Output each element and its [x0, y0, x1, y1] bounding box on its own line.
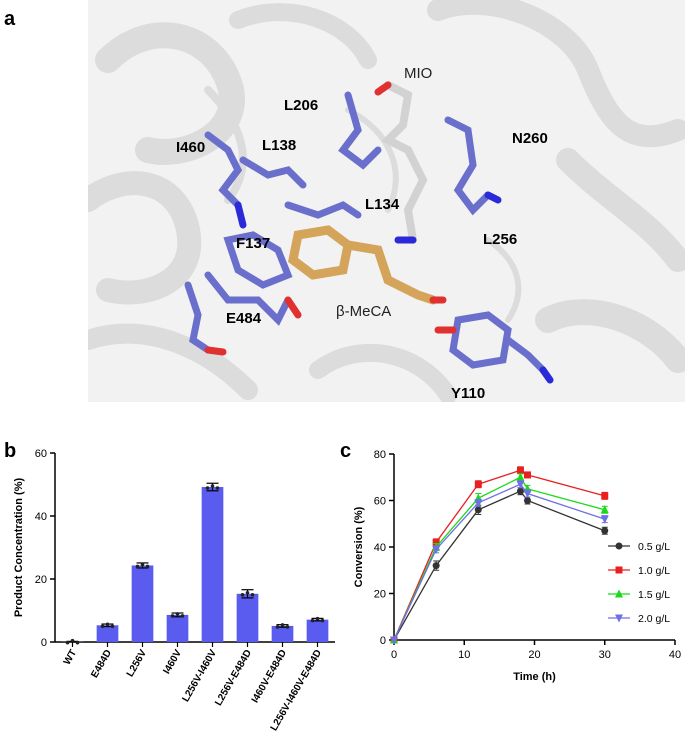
line-chart-panel: 0 20 40 60 80 0 10 20 30 40 0.5 g/L 1.0 g/L 1.5 g/L 2…	[340, 440, 685, 738]
bar-replicate-point	[311, 619, 315, 623]
line-chart-ytick-label: 20	[374, 589, 386, 601]
bar-chart-ylabel: Product Concentration (%)	[13, 478, 25, 618]
bar-chart-ytick-label: 60	[35, 448, 47, 460]
bar	[272, 626, 294, 642]
series-point	[601, 527, 608, 534]
bar-replicate-point	[66, 641, 70, 645]
bar-chart-xtick-label: WT	[62, 648, 79, 667]
series-point	[433, 562, 440, 569]
label-f137: F137	[236, 235, 270, 252]
structure-svg: MIO L206 N260 I460 L138 L134 L256 F137 E…	[88, 0, 685, 402]
bar	[97, 625, 119, 642]
legend-marker	[616, 543, 623, 550]
label-n260: N260	[512, 130, 548, 147]
bar-replicate-point	[206, 486, 210, 490]
bar	[237, 594, 259, 642]
line-chart-xtick-label: 30	[599, 649, 611, 661]
bar-chart-xtick-label: I460V	[162, 648, 185, 676]
legend-marker	[616, 567, 623, 574]
bar	[202, 487, 224, 642]
label-l134: L134	[365, 196, 400, 213]
series-line	[394, 484, 605, 640]
label-mio: MIO	[404, 65, 432, 82]
line-chart-ytick-label: 40	[374, 542, 386, 554]
bar-chart-plot: 0 20 40 60 WT E484D L256V I460VL256V-I460VL256V…	[35, 448, 335, 733]
bar	[132, 565, 154, 642]
legend-label: 2.0 g/L	[638, 613, 670, 625]
bar-replicate-point	[176, 612, 180, 616]
bar-chart-ytick-label: 20	[35, 574, 47, 586]
bar-replicate-point	[316, 617, 320, 621]
bar-chart-xtick-label: L256V-I460V	[180, 648, 219, 704]
bar-replicate-point	[321, 619, 325, 623]
legend-label: 1.0 g/L	[638, 565, 670, 577]
series-point	[524, 497, 531, 504]
bar-replicate-point	[241, 593, 245, 597]
bar-replicate-point	[171, 614, 175, 618]
bar-replicate-point	[251, 593, 255, 597]
bar-replicate-point	[136, 565, 140, 569]
legend-label: 0.5 g/L	[638, 541, 670, 553]
bar-replicate-point	[146, 565, 150, 569]
label-l206: L206	[284, 97, 318, 114]
protein-structure-figure: MIO L206 N260 I460 L138 L134 L256 F137 E…	[88, 0, 685, 402]
bar-chart-xtick-label: I460V-E484D	[250, 648, 289, 705]
series-point	[601, 492, 608, 499]
bar-chart-xtick-label: E484D	[89, 648, 114, 680]
bar-replicate-point	[181, 614, 185, 618]
bar-replicate-point	[141, 563, 145, 567]
bar-replicate-point	[286, 625, 290, 629]
label-l256: L256	[483, 231, 517, 248]
line-chart-xtick-label: 40	[669, 649, 681, 661]
bar	[167, 615, 189, 642]
label-ligand: β-MeCA	[336, 303, 391, 320]
bar-replicate-point	[216, 486, 220, 490]
line-chart-xtick-label: 0	[391, 649, 397, 661]
bar-chart: 0 20 40 60 WT E484D L256V I460VL256V-I460VL256V…	[0, 440, 345, 738]
label-e484: E484	[226, 310, 262, 327]
bar-chart-xtick-label: L256V-E484D	[213, 648, 254, 708]
series-line	[394, 477, 605, 640]
series-line	[394, 470, 605, 640]
line-chart-xlabel: Time (h)	[513, 671, 556, 683]
line-chart-xtick-label: 20	[528, 649, 540, 661]
series-point	[517, 467, 524, 474]
series-point	[475, 506, 482, 513]
bar-replicate-point	[281, 623, 285, 627]
line-chart-ytick-label: 80	[374, 449, 386, 461]
line-chart-ytick-label: 60	[374, 496, 386, 508]
bar-chart-xtick-label: L256V	[125, 648, 149, 679]
bar-replicate-point	[76, 641, 80, 645]
bar-replicate-point	[276, 625, 280, 629]
series-point	[475, 481, 482, 488]
panel-label-a: a	[4, 8, 15, 31]
line-chart-ylabel: Conversion (%)	[353, 506, 365, 587]
series-point	[524, 471, 531, 478]
line-chart: 0 20 40 60 80 0 10 20 30 40 0.5 g/L 1.0 g/L 1.5 g/L 2…	[340, 440, 685, 738]
bar-replicate-point	[101, 625, 105, 629]
line-chart-ytick-label: 0	[380, 635, 386, 647]
bar	[307, 620, 329, 642]
label-y110: Y110	[451, 385, 485, 402]
line-chart-xtick-label: 10	[458, 649, 470, 661]
legend-label: 1.5 g/L	[638, 589, 670, 601]
label-l138: L138	[262, 137, 296, 154]
bar-replicate-point	[111, 625, 115, 629]
line-chart-plot: 0 20 40 60 80 0 10 20 30 40 0.5 g/L 1.0 g/L 1.5 g/L 2…	[374, 449, 681, 661]
series-point	[517, 488, 524, 495]
bar-chart-ytick-label: 40	[35, 511, 47, 523]
bar-replicate-point	[246, 591, 250, 595]
bar-replicate-point	[71, 639, 75, 643]
bar-chart-ytick-label: 0	[41, 637, 47, 649]
bar-replicate-point	[106, 623, 110, 627]
label-i460: I460	[176, 139, 205, 156]
bar-replicate-point	[211, 484, 215, 488]
